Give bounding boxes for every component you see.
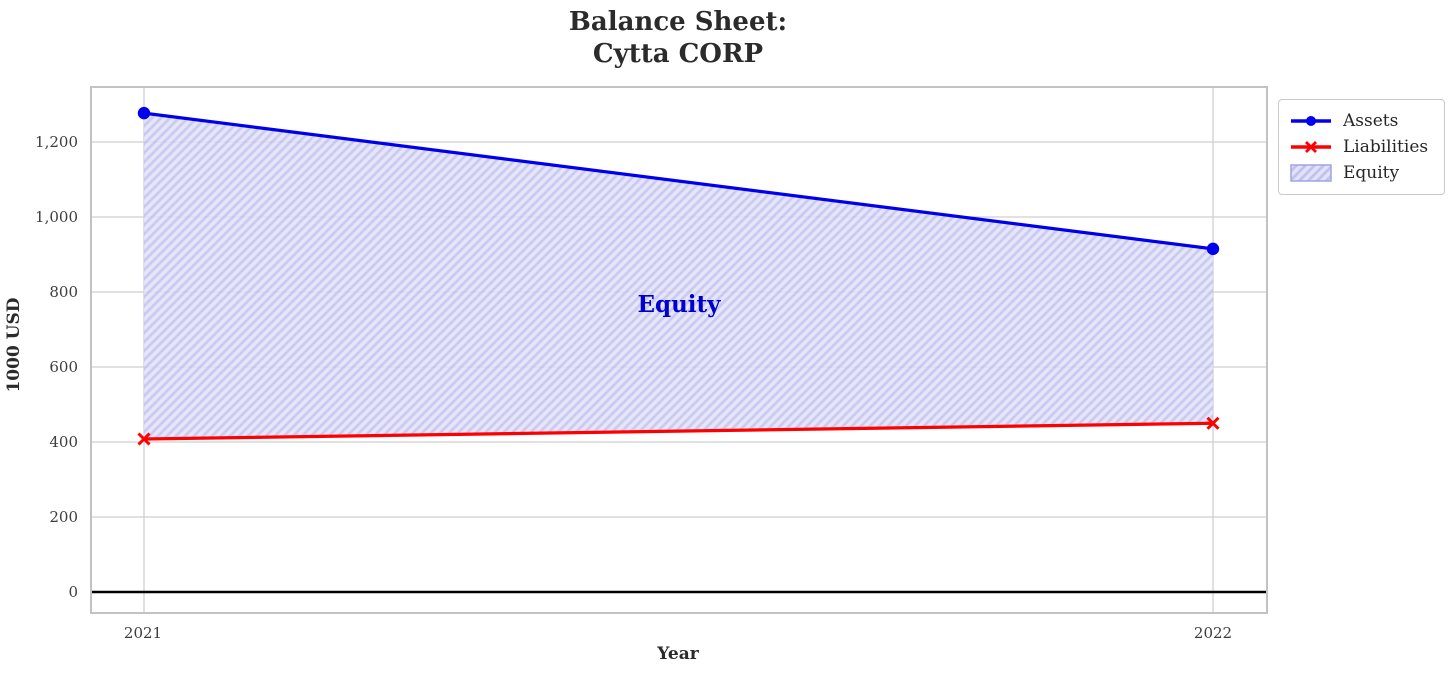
equity-area-fill — [144, 113, 1213, 439]
y-tick-400: 400 — [49, 433, 78, 451]
x-axis-label: Year — [657, 644, 699, 664]
chart-title: Balance Sheet: Cytta CORP — [428, 6, 928, 70]
legend: Assets Liabilities Equity — [1278, 99, 1445, 195]
y-tick-0: 0 — [68, 583, 78, 601]
y-tick-1000: 1,000 — [35, 208, 78, 226]
y-tick-600: 600 — [49, 358, 78, 376]
equity-sample-patch — [1290, 164, 1332, 182]
legend-label-liabilities: Liabilities — [1343, 137, 1429, 157]
liabilities-line-swatch — [1291, 141, 1331, 153]
data-series — [137, 106, 1220, 446]
chart-title-line2: Cytta CORP — [592, 39, 764, 69]
legend-item-assets: Assets — [1289, 109, 1434, 133]
legend-item-equity: Equity — [1289, 161, 1434, 185]
equity-annotation: Equity — [637, 291, 721, 318]
assets-sample-marker — [1306, 116, 1316, 126]
y-tick-200: 200 — [49, 508, 78, 526]
x-tick-2021: 2021 — [123, 624, 163, 642]
y-tick-800: 800 — [49, 283, 78, 301]
y-tick-1200: 1,200 — [35, 133, 78, 151]
legend-label-assets: Assets — [1343, 111, 1399, 131]
chart-title-line1: Balance Sheet: — [568, 7, 788, 37]
equity-patch-swatch — [1290, 164, 1332, 182]
legend-label-equity: Equity — [1343, 163, 1400, 183]
liabilities-sample-marker — [1305, 141, 1317, 153]
legend-item-liabilities: Liabilities — [1289, 135, 1434, 159]
assets-line-swatch — [1291, 116, 1331, 126]
x-tick-2022: 2022 — [1193, 624, 1233, 642]
plot-border — [90, 86, 1268, 614]
